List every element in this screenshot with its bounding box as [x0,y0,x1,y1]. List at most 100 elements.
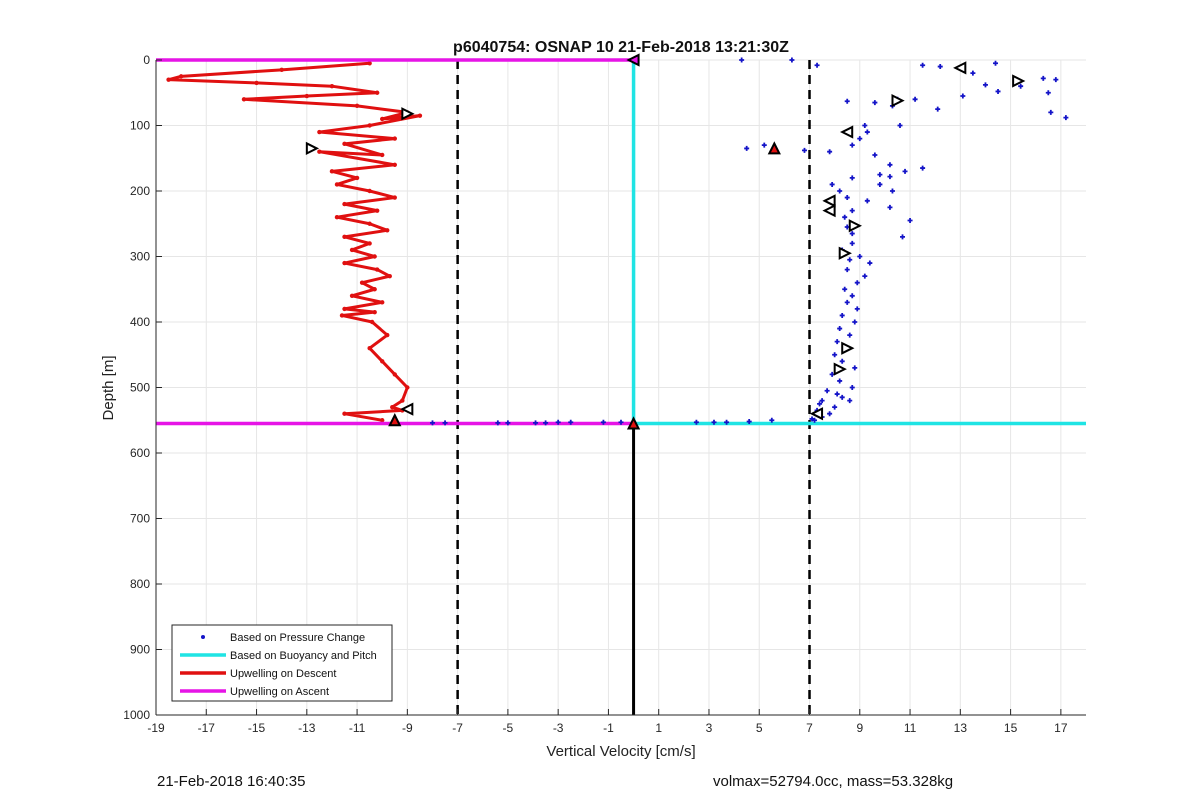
pressure-point [877,181,883,187]
triangle-marker [626,53,640,67]
descent-point [390,404,395,410]
descent-point [385,228,390,233]
pressure-point [849,142,855,148]
descent-point [369,319,375,325]
y-tick-label: 800 [130,577,150,591]
triangle-marker [953,61,967,75]
descent-point [254,80,259,86]
triangle-marker [401,107,415,121]
y-tick-label: 600 [130,446,150,460]
pressure-point [495,420,501,426]
x-tick-label: 5 [756,721,763,735]
legend-box [171,624,393,702]
pressure-point [839,358,845,364]
x-tick-label: -7 [452,721,463,735]
pressure-point [761,142,767,148]
pressure-point [844,195,850,201]
x-tick-label: -19 [147,721,165,735]
descent-point [317,149,322,154]
pressure-point [837,188,843,194]
descent-point [334,182,340,187]
descent-point [342,141,347,147]
pressure-point [839,394,845,400]
descent-point [417,113,423,118]
y-tick-label: 100 [130,119,150,133]
descent-point [400,398,405,403]
pressure-point [827,411,833,417]
footer-timestamp: 21-Feb-2018 16:40:35 [157,773,306,790]
triangle-marker [839,125,854,139]
pressure-point [887,204,893,210]
descent-point [166,77,171,82]
pressure-point [920,165,926,171]
descent-point [339,313,345,318]
pressure-point [844,267,850,273]
triangle-marker [891,93,905,108]
descent-point [380,116,385,122]
pressure-point [834,391,840,397]
legend: Based on Pressure Change Based on Buoyanc… [171,624,393,702]
triangle-marker [833,362,847,376]
pressure-point [618,419,624,425]
x-tick-label: 17 [1054,721,1068,735]
x-tick-label: -3 [553,721,564,735]
pressure-point [907,217,913,223]
x-tick-label: -17 [198,721,216,735]
pressure-point [852,319,858,325]
x-tick-label: 7 [806,721,813,735]
legend-swatch [201,635,205,639]
pressure-point [862,123,868,128]
triangle-marker [838,246,852,260]
pressure-point [849,231,855,237]
pressure-point [839,312,845,318]
pressure-point [857,254,863,259]
x-tick-label: -13 [298,721,316,735]
pressure-point [864,129,870,135]
triangle-marker [388,413,402,427]
pressure-point [769,417,775,423]
pressure-point [829,181,835,187]
descent-point [380,152,385,158]
chart-title: p6040754: OSNAP 10 21-Feb-2018 13:21:30Z [453,39,789,56]
y-tick-label: 400 [130,315,150,329]
x-tick-label: -11 [349,721,366,735]
pressure-point [739,57,745,63]
pressure-point [746,419,752,425]
descent-point [178,74,184,79]
pressure-point [744,145,750,151]
descent-point [367,221,372,226]
pressure-point [849,208,855,214]
descent-point [374,267,380,272]
pressure-point [872,100,878,106]
pressure-point [849,240,855,246]
descent-point [342,234,347,240]
pressure-point [711,419,717,425]
descent-point [367,346,372,351]
descent-point [342,201,347,207]
x-tick-label: -5 [503,721,514,735]
pressure-point [442,420,448,426]
pressure-point [854,306,860,312]
descent-point [334,215,340,220]
pressure-point [1053,77,1059,83]
y-tick-label: 200 [130,184,150,198]
descent-point [372,254,377,259]
descent-point [241,97,247,102]
y-tick-label: 500 [130,381,150,395]
pressure-point [912,96,918,102]
pressure-point [842,286,848,292]
descent-point [367,123,372,128]
pressure-point [993,60,999,66]
y-tick-label: 0 [143,53,150,67]
descent-point [342,411,347,416]
triangle-marker [848,219,862,233]
pressure-point [837,378,843,384]
pressure-point [872,152,878,158]
descent-point [387,273,392,279]
pressure-point [920,62,926,68]
pressure-point [1045,90,1051,96]
pressure-point [849,293,855,299]
pressure-point [1018,83,1024,89]
descent-point [374,90,380,95]
pressure-point [837,326,843,332]
